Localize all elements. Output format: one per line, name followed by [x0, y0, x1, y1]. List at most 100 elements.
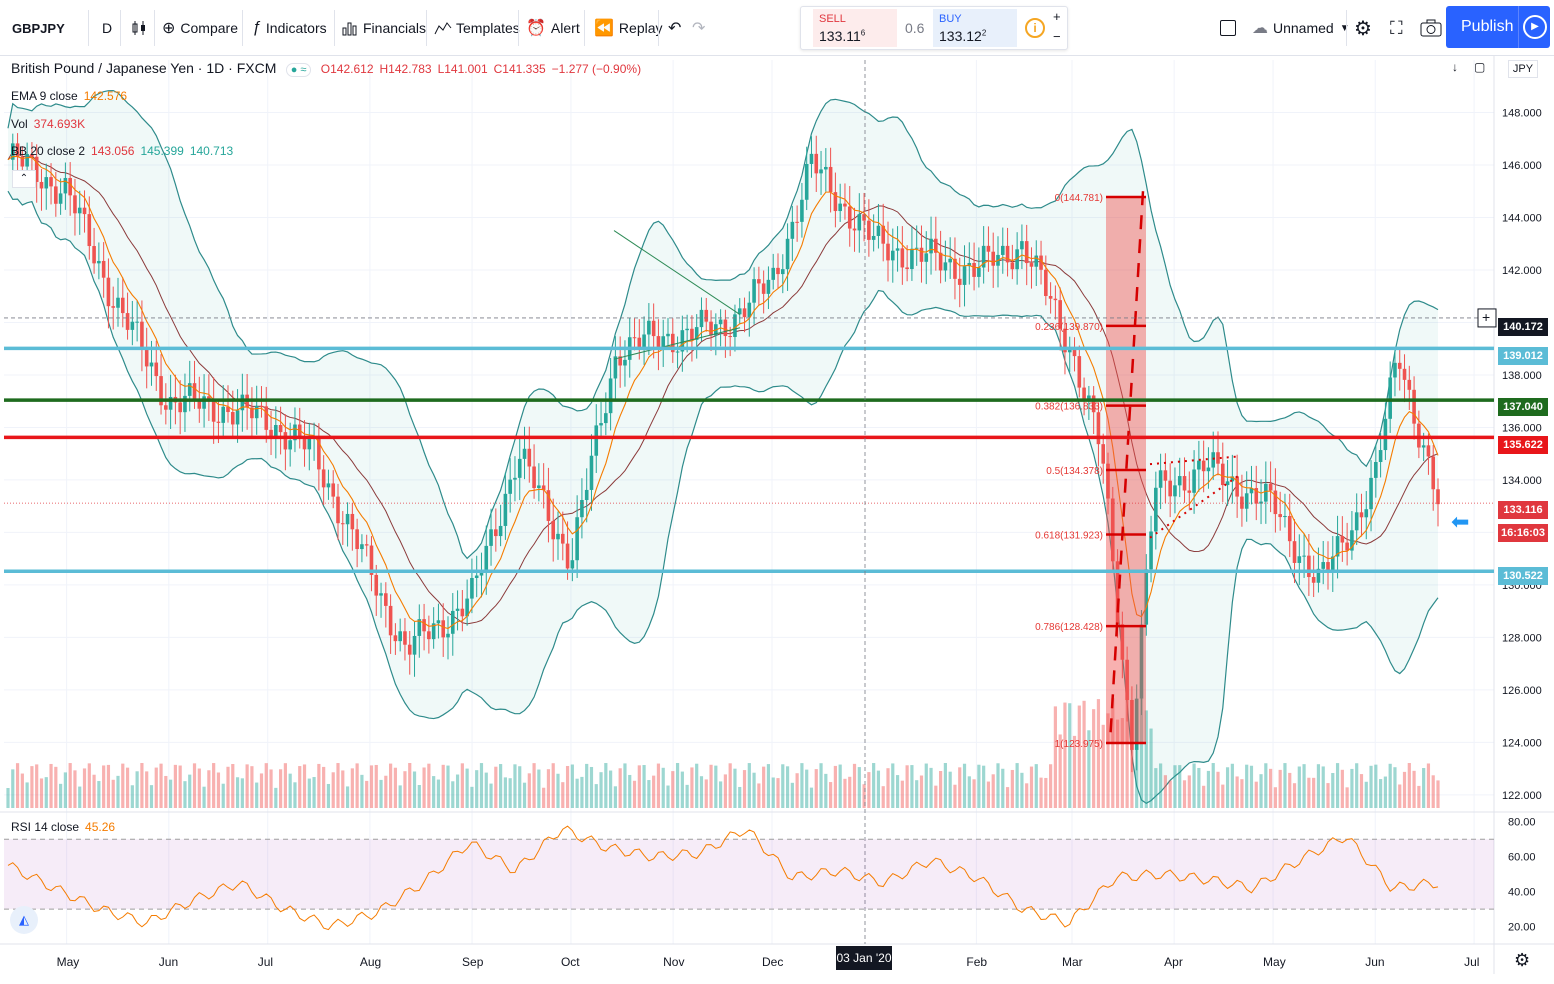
- candle-body: [202, 396, 206, 409]
- templates-button[interactable]: Templates: [434, 10, 520, 46]
- candle-body: [1345, 542, 1349, 551]
- collapse-legend-button[interactable]: ⌃: [12, 170, 36, 188]
- volume-bar: [235, 777, 240, 808]
- snapshot-button[interactable]: [1420, 10, 1442, 46]
- candle-body: [1020, 241, 1024, 250]
- month-label: Jul: [1464, 955, 1479, 969]
- volume-bar: [197, 768, 201, 808]
- candle-body: [30, 153, 34, 157]
- volume-bar: [618, 768, 622, 808]
- candle-body: [690, 328, 694, 340]
- candle-body: [264, 406, 269, 430]
- candle-body: [446, 633, 450, 638]
- undo-button[interactable]: ↶: [668, 10, 681, 46]
- quantity-increase-button[interactable]: +: [1053, 9, 1061, 24]
- candle-body: [780, 269, 785, 275]
- scroll-down-button[interactable]: ↓: [1452, 60, 1470, 78]
- fib-level-label: 1(123.975): [1055, 739, 1103, 750]
- volume-bar: [565, 765, 570, 808]
- volume-bar: [537, 769, 541, 808]
- bollinger-legend[interactable]: BB 20 close 2 143.056 145.399 140.713: [11, 144, 234, 158]
- candle-body: [130, 321, 135, 330]
- info-icon[interactable]: i: [1025, 18, 1045, 38]
- buy-button[interactable]: BUY 133.122: [933, 9, 1017, 47]
- candle-body: [1268, 483, 1273, 491]
- volume-bar: [1269, 768, 1273, 808]
- candle-body: [293, 424, 297, 441]
- volume-bar: [240, 778, 244, 808]
- volume-bar: [30, 766, 34, 808]
- publish-button[interactable]: Publish ▶: [1446, 6, 1550, 48]
- volume-legend[interactable]: Vol 374.693K: [11, 117, 86, 131]
- volume-bar: [78, 786, 82, 808]
- candle-body: [403, 631, 407, 645]
- candle-body: [637, 337, 642, 349]
- volume-bar: [1245, 764, 1249, 808]
- candle-body: [326, 483, 331, 488]
- candle-body: [685, 328, 689, 331]
- candle-body: [1120, 624, 1125, 660]
- volume-bar: [408, 763, 412, 808]
- candle-body: [374, 574, 379, 596]
- candle-body: [159, 376, 163, 406]
- candle-body: [1426, 445, 1431, 457]
- chart-type-button[interactable]: [130, 10, 148, 46]
- fullscreen-toggle[interactable]: [1220, 10, 1236, 46]
- interval-button[interactable]: D: [102, 20, 113, 36]
- symbol-search-button[interactable]: GBPJPY: [12, 20, 65, 36]
- replay-button[interactable]: ⏪ Replay: [594, 20, 663, 37]
- month-label: Jun: [1365, 955, 1384, 969]
- candle-body: [1278, 514, 1282, 518]
- alert-button[interactable]: ⏰ Alert: [526, 20, 580, 37]
- compare-button[interactable]: ⊕ Compare: [162, 20, 238, 37]
- volume-bar: [183, 781, 187, 808]
- sell-button[interactable]: SELL 133.116: [813, 9, 897, 47]
- chart-canvas[interactable]: 0(144.781) 0.236(139.870) 0.382(136.833) 0.…: [0, 56, 1554, 984]
- currency-label[interactable]: JPY: [1508, 60, 1538, 78]
- layout-menu-button[interactable]: ☁ Unnamed ▼: [1252, 20, 1350, 37]
- ema-legend[interactable]: EMA 9 close 142.576: [11, 89, 128, 103]
- volume-bar: [1216, 771, 1220, 808]
- candle-body: [580, 500, 584, 518]
- redo-button[interactable]: ↷: [692, 10, 705, 46]
- candle-body: [87, 214, 92, 247]
- settings-button[interactable]: ⚙: [1354, 10, 1372, 46]
- candle-body: [39, 181, 44, 189]
- volume-bar: [891, 763, 895, 808]
- volume-bar: [1154, 768, 1158, 808]
- candle-body: [1058, 300, 1062, 329]
- candle-body: [828, 166, 833, 193]
- volume-bar: [1321, 766, 1325, 808]
- candle-body: [1335, 536, 1340, 557]
- indicators-button[interactable]: ƒ Indicators: [252, 19, 327, 36]
- volume-bar: [475, 770, 479, 808]
- volume-bar: [776, 778, 780, 808]
- candle-body: [503, 493, 508, 526]
- volume-bar: [628, 774, 632, 808]
- candle-body: [1393, 362, 1397, 378]
- volume-bar: [1182, 780, 1187, 808]
- ohlc-low: L141.001: [437, 62, 488, 76]
- rsi-tick-label: 80.00: [1508, 817, 1536, 829]
- month-label: Oct: [561, 955, 580, 969]
- tradingview-logo[interactable]: ◭: [10, 906, 38, 934]
- fullscreen-button[interactable]: ⛶: [1390, 10, 1403, 46]
- volume-bar: [1159, 763, 1163, 808]
- volume-bar: [312, 777, 316, 808]
- volume-bar: [1221, 784, 1225, 808]
- maximize-pane-button[interactable]: ▢: [1474, 60, 1492, 78]
- candle-body: [379, 593, 383, 596]
- rsi-legend[interactable]: RSI 14 close 45.26: [11, 820, 116, 834]
- axis-settings-button[interactable]: ⚙: [1514, 950, 1530, 971]
- financials-button[interactable]: Financials: [342, 10, 426, 46]
- volume-bar: [1139, 698, 1144, 808]
- quantity-decrease-button[interactable]: −: [1053, 29, 1061, 44]
- candle-body: [747, 302, 752, 318]
- volume-bar: [532, 763, 536, 808]
- volume-bar: [1039, 777, 1043, 808]
- volume-bar: [752, 772, 756, 808]
- volume-bar: [484, 772, 488, 808]
- volume-bar: [1063, 702, 1067, 808]
- candle-body: [1067, 348, 1072, 353]
- volume-bar: [393, 767, 397, 808]
